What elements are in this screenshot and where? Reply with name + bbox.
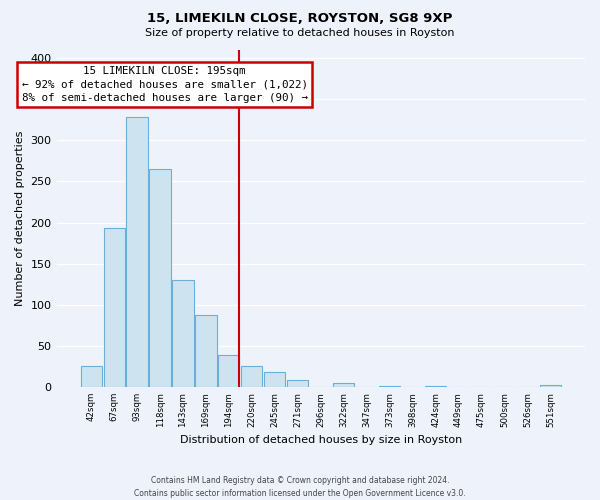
Text: 15, LIMEKILN CLOSE, ROYSTON, SG8 9XP: 15, LIMEKILN CLOSE, ROYSTON, SG8 9XP: [148, 12, 452, 26]
Bar: [104, 228, 125, 387]
Text: Contains HM Land Registry data © Crown copyright and database right 2024.
Contai: Contains HM Land Registry data © Crown c…: [134, 476, 466, 498]
Text: Size of property relative to detached houses in Royston: Size of property relative to detached ho…: [145, 28, 455, 38]
Bar: [379, 386, 400, 387]
Bar: [127, 118, 148, 387]
X-axis label: Distribution of detached houses by size in Royston: Distribution of detached houses by size …: [179, 435, 462, 445]
Bar: [333, 383, 354, 387]
Bar: [241, 366, 262, 387]
Bar: [172, 280, 194, 387]
Y-axis label: Number of detached properties: Number of detached properties: [15, 131, 25, 306]
Bar: [149, 169, 170, 387]
Bar: [264, 372, 286, 387]
Text: 15 LIMEKILN CLOSE: 195sqm
← 92% of detached houses are smaller (1,022)
8% of sem: 15 LIMEKILN CLOSE: 195sqm ← 92% of detac…: [22, 66, 308, 103]
Bar: [425, 386, 446, 387]
Bar: [80, 366, 101, 387]
Bar: [196, 316, 217, 387]
Bar: [218, 355, 239, 387]
Bar: [287, 380, 308, 387]
Bar: [540, 386, 561, 387]
